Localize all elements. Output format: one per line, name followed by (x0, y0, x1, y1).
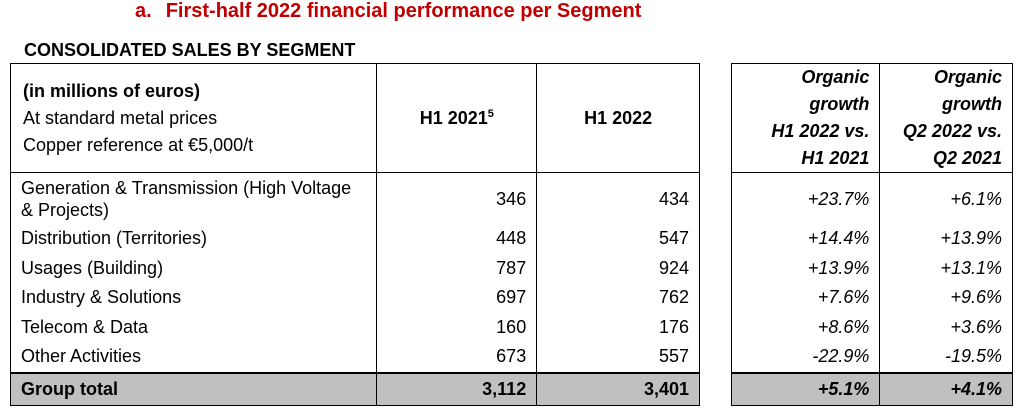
total-h1-2022: 3,401 (536, 371, 700, 406)
organic-q2-value: +13.1% (879, 253, 1013, 283)
organic-h1-value: +7.6% (730, 283, 881, 313)
header-organic-q2: Organic growth Q2 2022 vs. Q2 2021 (879, 63, 1013, 173)
organic-h1-value: +13.9% (730, 253, 881, 283)
total-label: Group total (9, 371, 378, 406)
table-row: +7.6% +9.6% (730, 283, 1013, 313)
organic-q2-value: +9.6% (879, 283, 1013, 313)
h1-2021-value: 160 (376, 312, 538, 342)
h1-2021-value: 787 (376, 253, 538, 283)
table-row: +23.7% +6.1% (730, 172, 1013, 224)
organic-h1-value: +23.7% (730, 172, 881, 224)
h1-2022-value: 557 (536, 342, 700, 373)
table-header-row: (in millions of euros) At standard metal… (9, 63, 700, 173)
segment-name: Industry & Solutions (9, 283, 378, 313)
h1-2021-value: 673 (376, 342, 538, 373)
header-organic-h1: Organic growth H1 2022 vs. H1 2021 (730, 63, 881, 173)
section-number: a. (135, 0, 152, 22)
organic-q2-value: +3.6% (879, 312, 1013, 342)
h1-2022-value: 762 (536, 283, 700, 313)
table-row: Distribution (Territories) 448 547 (9, 224, 700, 254)
table-row: +8.6% +3.6% (730, 312, 1013, 342)
total-row: +5.1% +4.1% (730, 371, 1013, 406)
organic-growth-table: Organic growth H1 2022 vs. H1 2021 Organic g… (730, 63, 1013, 406)
organic-h1-value: +14.4% (730, 224, 881, 254)
total-organic-h1: +5.1% (730, 371, 881, 406)
segment-name: Other Activities (9, 342, 378, 373)
table-row: Telecom & Data 160 176 (9, 312, 700, 342)
header-h1-2021: H1 20215 (376, 63, 538, 173)
segment-name: Usages (Building) (9, 253, 378, 283)
header-label: (in millions of euros) At standard metal… (9, 63, 378, 173)
h1-2021-value: 697 (376, 283, 538, 313)
h1-2022-value: 547 (536, 224, 700, 254)
organic-h1-value: -22.9% (730, 342, 881, 373)
section-heading: a. First-half 2022 financial performance … (135, 0, 641, 23)
header-copper-ref: Copper reference at €5,000/t (23, 134, 254, 155)
h1-2022-value: 176 (536, 312, 700, 342)
table-row: -22.9% -19.5% (730, 342, 1013, 373)
organic-q2-value: +13.9% (879, 224, 1013, 254)
header-h1-2021-text: H1 2021 (419, 107, 488, 128)
header-units: (in millions of euros) (23, 80, 201, 101)
header-h1-2022: H1 2022 (536, 63, 700, 173)
organic-q2-value: -19.5% (879, 342, 1013, 373)
table-header-row: Organic growth H1 2022 vs. H1 2021 Organic g… (730, 63, 1013, 173)
footnote-ref: 5 (487, 107, 494, 120)
organic-h1-value: +8.6% (730, 312, 881, 342)
total-h1-2021: 3,112 (376, 371, 538, 406)
h1-2022-value: 924 (536, 253, 700, 283)
table-row: Other Activities 673 557 (9, 342, 700, 373)
segment-name: Distribution (Territories) (9, 224, 378, 254)
table-row: Industry & Solutions 697 762 (9, 283, 700, 313)
table-title: CONSOLIDATED SALES BY SEGMENT (24, 40, 356, 60)
organic-q2-value: +6.1% (879, 172, 1013, 224)
sales-table: (in millions of euros) At standard metal… (9, 63, 700, 406)
header-metal-prices: At standard metal prices (23, 107, 218, 128)
segment-name: Telecom & Data (9, 312, 378, 342)
table-row: +14.4% +13.9% (730, 224, 1013, 254)
table-row: +13.9% +13.1% (730, 253, 1013, 283)
table-row: Usages (Building) 787 924 (9, 253, 700, 283)
section-title: First-half 2022 financial performance pe… (165, 0, 642, 22)
total-row: Group total 3,112 3,401 (9, 371, 700, 406)
h1-2021-value: 448 (376, 224, 538, 254)
table-row: Generation & Transmission (High Voltage … (9, 172, 700, 224)
total-organic-q2: +4.1% (879, 371, 1013, 406)
segment-name: Generation & Transmission (High Voltage … (9, 172, 378, 224)
h1-2021-value: 346 (376, 172, 538, 224)
h1-2022-value: 434 (536, 172, 700, 224)
